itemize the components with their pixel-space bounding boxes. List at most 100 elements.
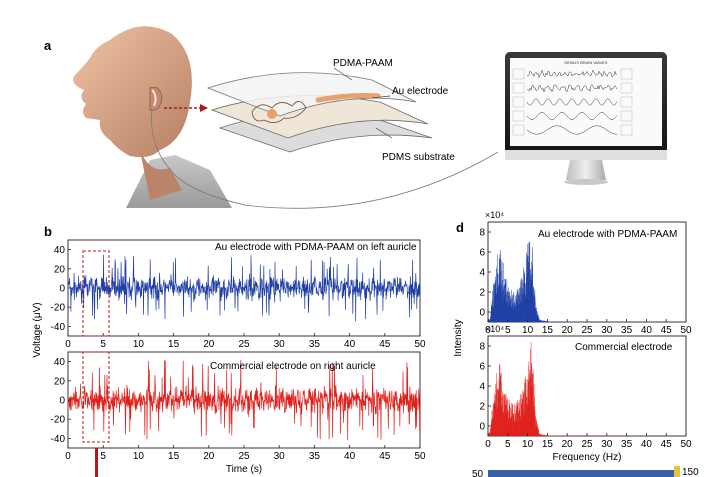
x-tick-label: 45 — [661, 325, 673, 336]
y-tick-label: 6 — [479, 248, 485, 259]
plot-b-bottom-xaxis: 0 5 10 15 20 25 30 35 40 45 50 — [65, 445, 426, 462]
x-tick-label: 50 — [414, 339, 426, 350]
plot-d-bottom-multiplier: ×10⁴ — [485, 324, 504, 334]
y-tick-label: 2 — [479, 402, 485, 413]
x-tick-label: 40 — [641, 439, 653, 450]
plot-d-bottom-xaxis: 0 5 10 15 20 25 30 35 40 45 50 — [485, 433, 692, 450]
x-tick-label: 15 — [168, 451, 180, 462]
plot-b-bottom-trace — [67, 359, 421, 441]
monitor-wave-line — [526, 69, 617, 79]
cable — [243, 151, 499, 209]
monitor-illustration: DEMUS BRAIN WAVES — [505, 52, 667, 185]
spectrum-area — [487, 241, 654, 322]
x-tick-label: 10 — [522, 325, 534, 336]
x-tick-label: 5 — [100, 339, 106, 350]
x-tick-label: 5 — [505, 439, 511, 450]
y-tick-label: -20 — [51, 303, 66, 314]
bottom-strip: 50 150 — [472, 466, 699, 477]
x-tick-label: 20 — [203, 451, 215, 462]
x-tick-label: 30 — [274, 339, 286, 350]
plot-b-bottom-label: Commercial electrode on right auricle — [210, 361, 376, 372]
panel-d-letter: d — [456, 220, 464, 235]
y-tick-label: -40 — [51, 434, 66, 445]
x-tick-label: 45 — [379, 451, 391, 462]
label-au-electrode: Au electrode — [392, 86, 449, 97]
x-tick-label: 40 — [344, 339, 356, 350]
monitor-wave-line — [526, 125, 617, 135]
x-tick-label: 35 — [621, 439, 633, 450]
label-pdma-paam: PDMA-PAAM — [333, 58, 393, 69]
x-tick-label: 20 — [562, 325, 574, 336]
y-tick-label: 0 — [59, 284, 65, 295]
spectrum-area — [487, 342, 653, 436]
strip-right-value: 150 — [682, 467, 699, 477]
panel-a-letter: a — [44, 38, 52, 53]
x-tick-label: 20 — [203, 339, 215, 350]
monitor-wave-line — [526, 112, 618, 120]
highlight-pointer — [95, 448, 98, 477]
x-tick-label: 10 — [133, 451, 145, 462]
panel-b-ylabel: Voltage (μV) — [32, 302, 43, 357]
person-illustration — [73, 26, 246, 208]
y-tick-label: 4 — [479, 382, 485, 393]
x-tick-label: 25 — [581, 439, 593, 450]
x-tick-label: 0 — [485, 325, 491, 336]
x-tick-label: 50 — [414, 451, 426, 462]
plot-b-top-label: Au electrode with PDMA-PAAM on left auri… — [215, 242, 417, 253]
plot-b-top-xaxis: 0 5 10 15 20 25 30 35 40 45 50 — [65, 333, 426, 350]
pointer-arrow — [164, 104, 208, 112]
x-tick-label: 30 — [601, 439, 613, 450]
strip-marker — [674, 466, 680, 477]
x-tick-label: 5 — [505, 325, 511, 336]
x-tick-label: 25 — [238, 339, 250, 350]
plot-d-top-multiplier: ×10⁴ — [485, 210, 504, 220]
x-tick-label: 0 — [65, 451, 71, 462]
y-tick-label: 20 — [54, 264, 66, 275]
x-tick-label: 50 — [680, 439, 692, 450]
plot-d-bottom-yaxis: 8 6 4 2 0 — [479, 342, 491, 433]
highlight-box-top — [82, 250, 110, 337]
x-tick-label: 10 — [522, 439, 534, 450]
highlight-box-bottom — [82, 351, 110, 443]
label-pdms-substrate: PDMS substrate — [382, 152, 455, 163]
strip-left-value: 50 — [472, 469, 484, 477]
plot-d-bottom-label: Commercial electrode — [575, 342, 673, 353]
x-tick-label: 50 — [680, 325, 692, 336]
plot-b-top-yaxis: 40 20 0 -20 -40 — [51, 245, 71, 333]
plot-d-top-xaxis: 0 5 10 15 20 25 30 35 40 45 50 — [485, 319, 692, 336]
panel-b: b Voltage (μV) Time (s) 40 20 0 -20 -40 0 5 10… — [32, 224, 426, 477]
monitor-waves — [512, 68, 633, 136]
x-tick-label: 45 — [379, 339, 391, 350]
plot-d-top-label: Au electrode with PDMA-PAAM — [538, 229, 677, 240]
x-tick-label: 15 — [542, 439, 554, 450]
y-tick-label: 20 — [54, 376, 66, 387]
plot-d-top-spectrum — [487, 241, 654, 322]
panel-d-xlabel: Frequency (Hz) — [553, 452, 622, 463]
plot-d-top-yaxis: 8 6 4 2 0 — [479, 228, 491, 319]
monitor-wave-line — [526, 98, 618, 106]
plot-b-bottom-yaxis: 40 20 0 -20 -40 — [51, 357, 71, 445]
x-tick-label: 35 — [309, 339, 321, 350]
x-tick-label: 25 — [238, 451, 250, 462]
y-tick-label: -40 — [51, 322, 66, 333]
y-tick-label: 6 — [479, 362, 485, 373]
y-tick-label: 4 — [479, 268, 485, 279]
y-tick-label: 8 — [479, 228, 485, 239]
x-tick-label: 35 — [309, 451, 321, 462]
strip-bar — [488, 470, 674, 477]
x-tick-label: 40 — [344, 451, 356, 462]
x-tick-label: 5 — [100, 451, 106, 462]
x-tick-label: 25 — [581, 325, 593, 336]
device-illustration — [206, 67, 433, 153]
monitor-header: DEMUS BRAIN WAVES — [565, 60, 608, 65]
y-tick-label: 0 — [479, 308, 485, 319]
x-tick-label: 30 — [601, 325, 613, 336]
x-tick-label: 10 — [133, 339, 145, 350]
panel-b-xlabel: Time (s) — [226, 464, 262, 475]
x-tick-label: 45 — [661, 439, 673, 450]
x-tick-label: 15 — [168, 339, 180, 350]
plot-d-bottom-spectrum — [487, 342, 653, 436]
x-tick-label: 15 — [542, 325, 554, 336]
y-tick-label: 8 — [479, 342, 485, 353]
voltage-trace-line — [67, 359, 421, 441]
